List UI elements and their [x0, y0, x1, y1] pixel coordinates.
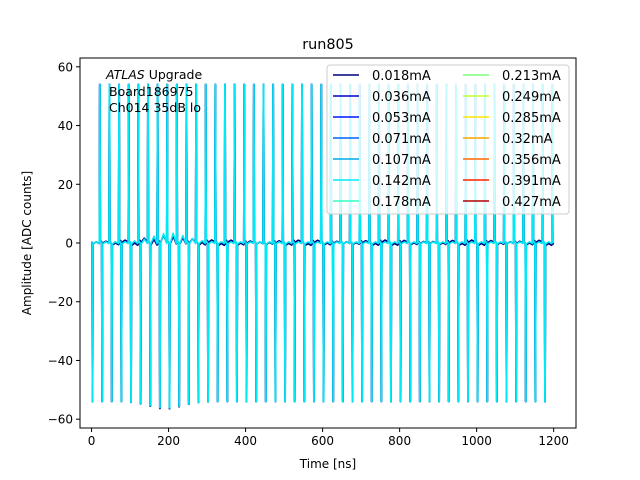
- y-tick-label: 40: [58, 119, 73, 133]
- y-tick-label: 60: [58, 60, 73, 74]
- upgrade-label: Upgrade: [145, 67, 203, 82]
- x-axis-label: Time [ns]: [299, 457, 356, 471]
- legend-label: 0.107mA: [372, 153, 431, 168]
- legend: 0.018mA 0.036mA 0.053mA 0.071mA 0.107mA 0.142…: [326, 64, 570, 215]
- legend-label: 0.178mA: [372, 195, 431, 210]
- trace-group: [90, 83, 555, 410]
- y-tick-label: 0: [65, 237, 73, 251]
- x-axis: 0 200 400 600 800 1000 1200: [88, 428, 569, 448]
- legend-label: 0.356mA: [502, 153, 561, 168]
- legend-label: 0.071mA: [372, 132, 431, 147]
- x-tick-label: 0: [88, 434, 96, 448]
- atlas-annotation: ATLAS Upgrade Board186975 Ch014 35dB lo: [105, 67, 202, 115]
- y-tick-label: 20: [58, 178, 73, 192]
- x-tick-label: 1000: [461, 434, 492, 448]
- legend-label: 0.053mA: [372, 111, 431, 126]
- legend-label: 0.391mA: [502, 174, 561, 189]
- y-tick-label: −20: [48, 295, 73, 309]
- legend-label: 0.213mA: [502, 69, 561, 84]
- x-tick-label: 600: [311, 434, 334, 448]
- channel-label: Ch014 35dB lo: [109, 100, 201, 115]
- atlas-label: ATLAS: [105, 67, 145, 82]
- y-axis-label: Amplitude [ADC counts]: [20, 171, 34, 315]
- y-axis: −60 −40 −20 0 20 40 60: [48, 60, 80, 427]
- y-tick-label: −60: [48, 413, 73, 427]
- legend-label: 0.018mA: [372, 69, 431, 84]
- legend-label: 0.249mA: [502, 90, 561, 105]
- y-tick-label: −40: [48, 354, 73, 368]
- x-tick-label: 400: [234, 434, 257, 448]
- chart-title: run805: [302, 37, 354, 53]
- legend-label: 0.285mA: [502, 111, 561, 126]
- x-tick-label: 800: [388, 434, 411, 448]
- svg-text:ATLAS Upgrade: ATLAS Upgrade: [105, 67, 202, 82]
- legend-label: 0.427mA: [502, 195, 561, 210]
- series-line: [90, 83, 555, 409]
- legend-label: 0.142mA: [372, 174, 431, 189]
- legend-box: [326, 64, 570, 215]
- legend-label: 0.036mA: [372, 90, 431, 105]
- x-tick-label: 1200: [538, 434, 569, 448]
- legend-label: 0.32mA: [502, 132, 553, 147]
- x-tick-label: 200: [157, 434, 180, 448]
- board-label: Board186975: [109, 84, 193, 99]
